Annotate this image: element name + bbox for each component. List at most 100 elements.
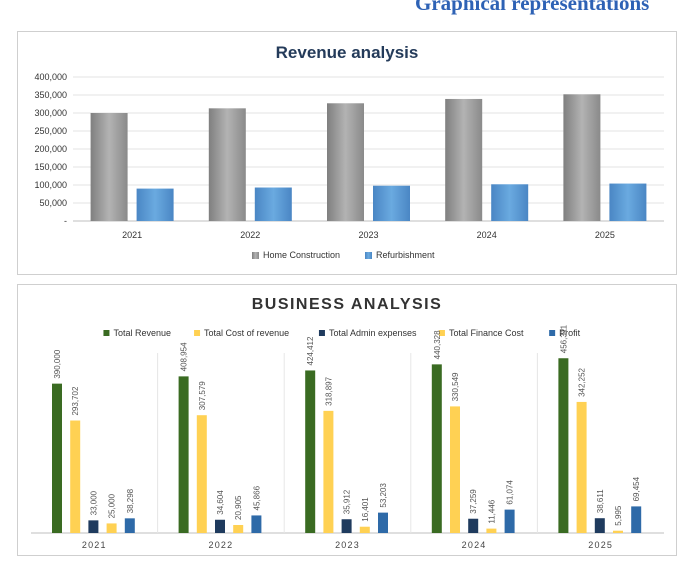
bar — [178, 376, 189, 533]
data-label: 25,000 — [108, 493, 117, 518]
y-tick-label: 100,000 — [34, 180, 67, 190]
data-label: 38,611 — [596, 489, 605, 513]
data-label: 307,579 — [198, 381, 207, 410]
y-tick-label: 400,000 — [34, 72, 67, 82]
legend-swatch — [318, 330, 325, 336]
legend-swatch — [252, 252, 259, 259]
legend-swatch — [438, 330, 445, 336]
x-tick-label: 2021 — [122, 230, 142, 240]
legend-label: Profit — [559, 328, 581, 338]
business-analysis-panel: BUSINESS ANALYSIS Total Revenue Total Cos… — [17, 284, 677, 556]
bar — [486, 528, 497, 533]
data-label: 293,702 — [71, 386, 80, 415]
bar — [254, 187, 292, 221]
data-label: 35,912 — [343, 489, 352, 514]
bar — [576, 401, 587, 533]
bar — [504, 509, 515, 533]
bar — [323, 410, 334, 533]
x-tick-label: 2021 — [82, 540, 107, 550]
bar — [208, 108, 246, 221]
bar — [70, 420, 81, 533]
data-label: 69,454 — [632, 476, 641, 501]
legend-label: Total Cost of revenue — [204, 328, 289, 338]
bar — [359, 526, 370, 533]
data-label: 440,328 — [433, 330, 442, 359]
y-tick-label: 300,000 — [34, 108, 67, 118]
bar — [609, 183, 647, 221]
legend-label: Total Admin expenses — [329, 328, 417, 338]
bar — [468, 518, 479, 533]
bar — [450, 406, 460, 533]
data-label: 53,203 — [379, 483, 388, 508]
bar — [196, 415, 207, 533]
legend-label: Home Construction — [263, 250, 340, 260]
data-label: 456,311 — [559, 324, 568, 353]
data-label: 38,298 — [126, 488, 135, 513]
y-tick-label: 350,000 — [34, 90, 67, 100]
bar — [563, 94, 601, 221]
data-label: 330,549 — [451, 372, 460, 401]
bar — [106, 523, 117, 533]
bar — [613, 530, 623, 533]
data-label: 20,905 — [234, 495, 243, 520]
bar — [431, 364, 442, 533]
data-label: 342,252 — [578, 367, 587, 396]
x-tick-label: 2024 — [477, 230, 497, 240]
legend-swatch — [549, 330, 556, 336]
bar — [594, 518, 605, 533]
legend-label: Total Finance Cost — [449, 328, 524, 338]
business-analysis-chart: BUSINESS ANALYSIS Total Revenue Total Cos… — [31, 296, 664, 550]
y-tick-label: 50,000 — [39, 198, 67, 208]
bar — [445, 98, 483, 221]
x-tick-label: 2023 — [358, 230, 378, 240]
data-label: 11,446 — [487, 499, 496, 523]
data-label: 61,074 — [506, 480, 515, 505]
bar — [124, 518, 135, 533]
bar — [341, 519, 352, 533]
y-tick-label: - — [64, 216, 67, 226]
bar — [52, 383, 62, 533]
chart-title: BUSINESS ANALYSIS — [252, 296, 443, 313]
data-label: 408,954 — [180, 342, 189, 371]
data-label: 390,000 — [53, 349, 62, 378]
bar — [90, 113, 128, 221]
x-tick-label: 2022 — [208, 540, 233, 550]
legend-swatch — [365, 252, 372, 259]
y-tick-label: 250,000 — [34, 126, 67, 136]
data-label: 33,000 — [89, 490, 98, 515]
bar — [631, 506, 642, 533]
x-tick-label: 2022 — [240, 230, 260, 240]
bar — [215, 519, 225, 533]
x-tick-label: 2024 — [462, 540, 487, 550]
legend-swatch — [103, 330, 110, 336]
data-label: 424,412 — [306, 336, 315, 365]
bar — [233, 524, 244, 533]
data-label: 37,259 — [469, 489, 478, 514]
x-tick-label: 2025 — [595, 230, 615, 240]
legend-swatch — [194, 330, 201, 336]
bar — [491, 184, 529, 221]
data-label: 5,995 — [614, 505, 623, 526]
chart-title: Revenue analysis — [276, 43, 419, 62]
legend-label: Refurbishment — [376, 250, 435, 260]
bar — [136, 188, 174, 221]
y-tick-label: 200,000 — [34, 144, 67, 154]
x-tick-label: 2023 — [335, 540, 360, 550]
revenue-analysis-chart: Revenue analysis - 50,000 100,000 150,000 20… — [34, 43, 664, 260]
bar — [373, 185, 410, 221]
x-tick-label: 2025 — [588, 540, 613, 550]
bar — [251, 515, 262, 533]
y-tick-label: 150,000 — [34, 162, 67, 172]
revenue-analysis-panel: Revenue analysis - 50,000 100,000 150,000 20… — [17, 31, 677, 275]
bar — [327, 103, 364, 221]
bar — [305, 370, 316, 533]
data-label: 45,866 — [252, 485, 261, 510]
page-heading: Graphical representations — [415, 0, 650, 15]
bar — [88, 520, 99, 533]
bar — [558, 358, 569, 533]
data-label: 318,897 — [324, 376, 333, 405]
data-label: 16,401 — [361, 497, 370, 522]
bar — [378, 512, 388, 533]
legend-label: Total Revenue — [113, 328, 171, 338]
data-label: 34,604 — [216, 490, 225, 515]
